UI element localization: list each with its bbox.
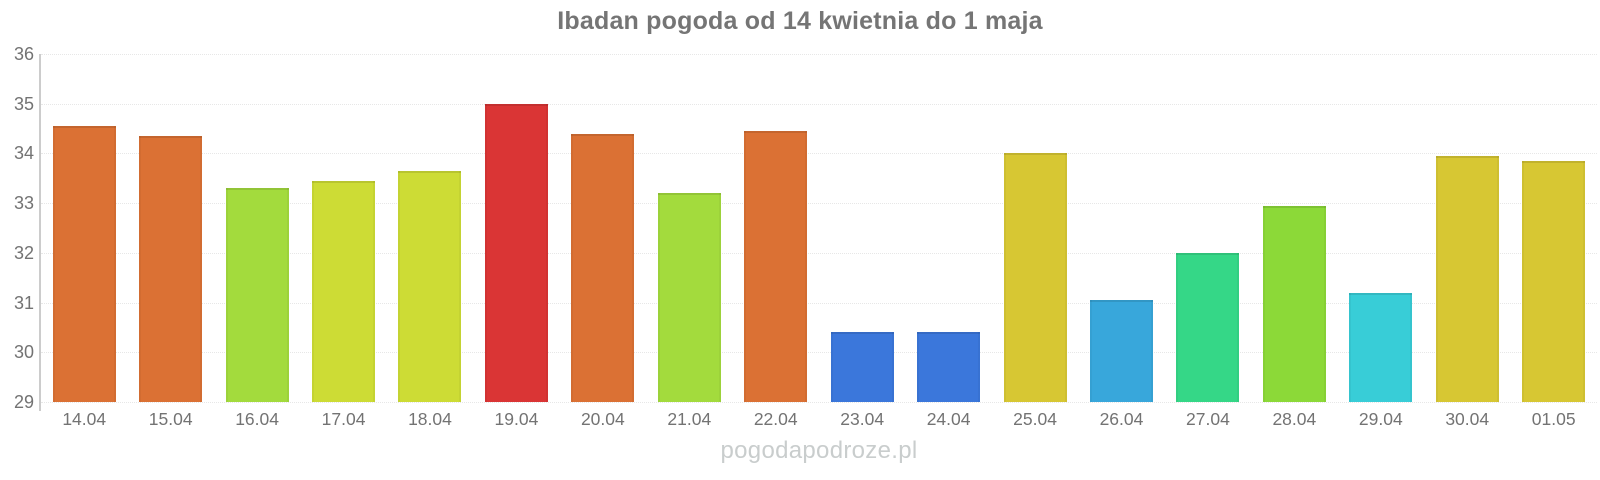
bar-slot-24-04: 24.04 — [905, 54, 991, 429]
x-axis-label-01-05: 01.05 — [1531, 409, 1576, 429]
watermark: pogodapodroze.pl — [720, 437, 918, 464]
chart-title: Ibadan pogoda od 14 kwietnia do 1 maja — [557, 7, 1043, 35]
bar-slot-19-04: 19.04 — [473, 54, 559, 429]
x-axis-label-17-04: 17.04 — [321, 409, 366, 429]
y-axis-line — [39, 54, 41, 411]
bar-slot-20-04: 20.04 — [560, 54, 646, 429]
bars-row: 14.04 15.04 16.04 17.04 18.04 19.04 20.04 21.04… — [41, 54, 1597, 429]
bar-slot-23-04: 23.04 — [819, 54, 905, 429]
x-axis-label-18-04: 18.04 — [408, 409, 452, 429]
x-axis-label-25-04: 25.04 — [1013, 409, 1057, 429]
bar-25-04 — [1003, 153, 1067, 402]
x-axis-label-23-04: 23.04 — [840, 409, 885, 429]
bar-slot-22-04: 22.04 — [733, 54, 819, 429]
bar-14-04 — [52, 126, 116, 402]
bar-slot-14-04: 14.04 — [41, 54, 127, 429]
y-axis-label-35: 35 — [13, 93, 34, 114]
gridline-36 — [41, 54, 1597, 55]
bar-slot-16-04: 16.04 — [214, 54, 300, 429]
gridline-30 — [41, 352, 1597, 354]
bar-29-04 — [1349, 292, 1413, 402]
bar-slot-17-04: 17.04 — [300, 54, 386, 429]
gridline-34 — [41, 153, 1597, 155]
x-axis-label-24-04: 24.04 — [926, 409, 971, 429]
y-axis-label-31: 31 — [13, 292, 34, 313]
y-axis-label-29: 29 — [13, 392, 34, 412]
plot-area: 14.04 15.04 16.04 17.04 18.04 19.04 20.04 21.04… — [39, 54, 1597, 429]
x-axis-label-22-04: 22.04 — [753, 409, 798, 429]
x-axis-label-29-04: 29.04 — [1358, 409, 1403, 429]
bar-22-04 — [744, 131, 808, 402]
x-axis-label-20-04: 20.04 — [580, 409, 625, 429]
x-axis-label-16-04: 16.04 — [235, 409, 279, 429]
bar-27-04 — [1176, 252, 1240, 402]
bar-slot-27-04: 27.04 — [1165, 54, 1251, 429]
bar-20-04 — [571, 133, 635, 402]
bar-slot-21-04: 21.04 — [646, 54, 732, 429]
gridline-33 — [41, 203, 1597, 205]
bar-slot-26-04: 26.04 — [1078, 54, 1164, 429]
bar-28-04 — [1262, 205, 1326, 402]
bar-slot-25-04: 25.04 — [992, 54, 1078, 429]
y-axis-label-32: 32 — [13, 242, 34, 263]
x-axis-label-14-04: 14.04 — [62, 409, 107, 429]
bar-19-04 — [484, 103, 548, 402]
x-axis-label-15-04: 15.04 — [148, 409, 193, 429]
bar-01-05 — [1522, 160, 1586, 402]
bar-slot-15-04: 15.04 — [127, 54, 213, 429]
gridline-31 — [41, 302, 1597, 304]
x-axis-label-26-04: 26.04 — [1099, 409, 1144, 429]
bar-slot-28-04: 28.04 — [1251, 54, 1337, 429]
bar-slot-30-04: 30.04 — [1424, 54, 1510, 429]
bar-26-04 — [1089, 300, 1153, 402]
bar-21-04 — [657, 193, 721, 402]
bar-17-04 — [312, 180, 376, 402]
bar-slot-01-05: 01.05 — [1510, 54, 1596, 429]
bar-23-04 — [830, 332, 894, 402]
y-axis-label-34: 34 — [13, 143, 34, 164]
gridline-29 — [41, 402, 1597, 403]
y-axis-label-36: 36 — [13, 44, 34, 64]
bar-18-04 — [398, 170, 462, 402]
x-axis-label-28-04: 28.04 — [1272, 409, 1317, 429]
x-axis-label-27-04: 27.04 — [1186, 409, 1230, 429]
y-axis-label-33: 33 — [13, 193, 34, 214]
bar-16-04 — [225, 188, 289, 402]
bar-15-04 — [139, 136, 203, 402]
bar-slot-18-04: 18.04 — [387, 54, 473, 429]
gridline-35 — [41, 103, 1597, 105]
bar-30-04 — [1435, 155, 1499, 402]
bar-24-04 — [917, 332, 981, 402]
x-axis-label-30-04: 30.04 — [1445, 409, 1490, 429]
x-axis-label-21-04: 21.04 — [667, 409, 712, 429]
x-axis-label-19-04: 19.04 — [494, 409, 539, 429]
gridline-32 — [41, 252, 1597, 254]
y-axis-label-30: 30 — [13, 342, 34, 363]
bar-slot-29-04: 29.04 — [1338, 54, 1424, 429]
